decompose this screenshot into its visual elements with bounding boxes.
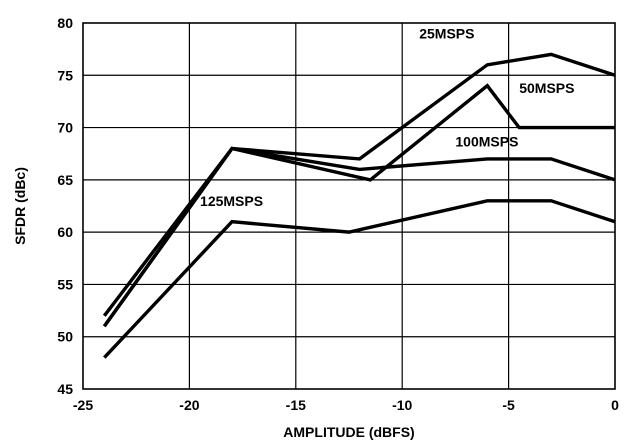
series-line-100msps (102, 146, 616, 328)
x-tick-label: -20 (179, 397, 199, 413)
series-label-25msps: 25MSPS (419, 26, 474, 42)
plot-frame (82, 22, 616, 390)
y-tick-label: 55 (57, 276, 73, 292)
series-line-125msps (103, 199, 616, 359)
y-tick-label: 70 (57, 120, 73, 136)
y-tick-label: 65 (57, 172, 73, 188)
x-tick-label: -15 (286, 397, 306, 413)
x-tick-label: -25 (73, 397, 93, 413)
y-tick-label: 50 (57, 329, 73, 345)
series-label-100msps: 100MSPS (455, 133, 518, 149)
series-lines (102, 52, 616, 359)
y-tick-label: 60 (57, 224, 73, 240)
x-tick-label: -10 (392, 397, 412, 413)
y-tick-label: 80 (57, 15, 73, 31)
y-tick-labels: 45 50 55 60 65 70 75 80 (57, 15, 73, 397)
y-tick-label: 75 (57, 67, 73, 83)
x-tick-label: -5 (502, 397, 515, 413)
x-tick-labels: -25 -20 -15 -10 -5 0 (73, 397, 619, 413)
series-annotations: 25MSPS 50MSPS 100MSPS 125MSPS (200, 26, 574, 209)
series-line-50msps (102, 83, 615, 328)
y-axis-label: SFDR (dBc) (12, 167, 28, 245)
x-tick-label: 0 (611, 397, 619, 413)
x-axis-label: AMPLITUDE (dBFS) (283, 424, 414, 440)
grid (83, 23, 615, 389)
y-tick-label: 45 (57, 381, 73, 397)
series-label-50msps: 50MSPS (519, 80, 574, 96)
series-label-125msps: 125MSPS (200, 193, 263, 209)
